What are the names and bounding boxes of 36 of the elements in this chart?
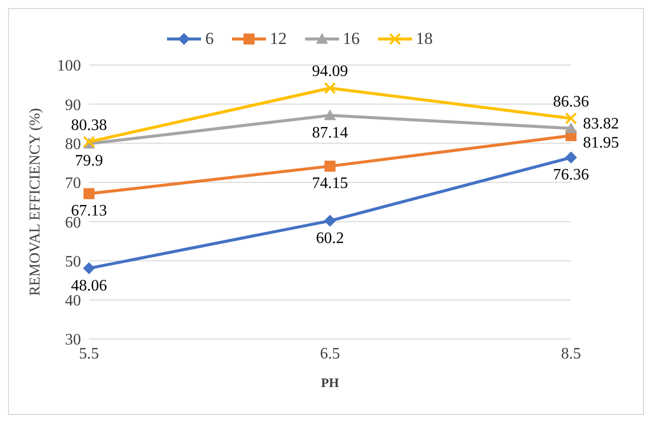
data-label: 81.95 <box>583 134 619 152</box>
legend-label: 16 <box>342 29 360 49</box>
data-label: 60.2 <box>316 230 344 247</box>
data-label: 87.14 <box>312 124 348 142</box>
point <box>324 82 336 94</box>
data-label: 48.06 <box>71 277 107 294</box>
y-tick-label: 100 <box>57 58 81 75</box>
point <box>565 122 577 134</box>
data-label: 76.36 <box>553 166 589 184</box>
x-tick-label: 6.5 <box>320 345 340 362</box>
point <box>324 109 336 120</box>
point <box>84 188 94 200</box>
legend-label: 12 <box>270 29 287 49</box>
data-label: 86.36 <box>553 93 589 110</box>
point <box>83 262 95 274</box>
point <box>565 112 577 124</box>
data-label: 94.09 <box>312 63 348 80</box>
x-tick-label: 8.5 <box>561 345 581 362</box>
data-label: 80.38 <box>71 116 107 134</box>
y-tick-label: 30 <box>65 332 81 349</box>
legend-label: 6 <box>205 29 214 49</box>
data-label: 74.15 <box>312 175 348 192</box>
data-label: 79.9 <box>75 152 103 170</box>
y-tick-label: 50 <box>65 253 81 270</box>
x-tick-label: 5.5 <box>79 345 99 362</box>
data-label: 83.82 <box>583 115 619 132</box>
y-axis-title: REMOVAL EFFICIENCY (%) <box>27 108 44 296</box>
y-tick-label: 80 <box>65 136 81 153</box>
legend-label: 18 <box>416 29 433 49</box>
y-tick-label: 90 <box>65 96 81 114</box>
y-tick-label: 40 <box>65 292 81 310</box>
point <box>324 214 336 227</box>
point <box>324 160 336 172</box>
y-tick-label: 70 <box>65 175 81 192</box>
x-axis-title: PH <box>320 375 340 390</box>
point <box>565 152 577 164</box>
